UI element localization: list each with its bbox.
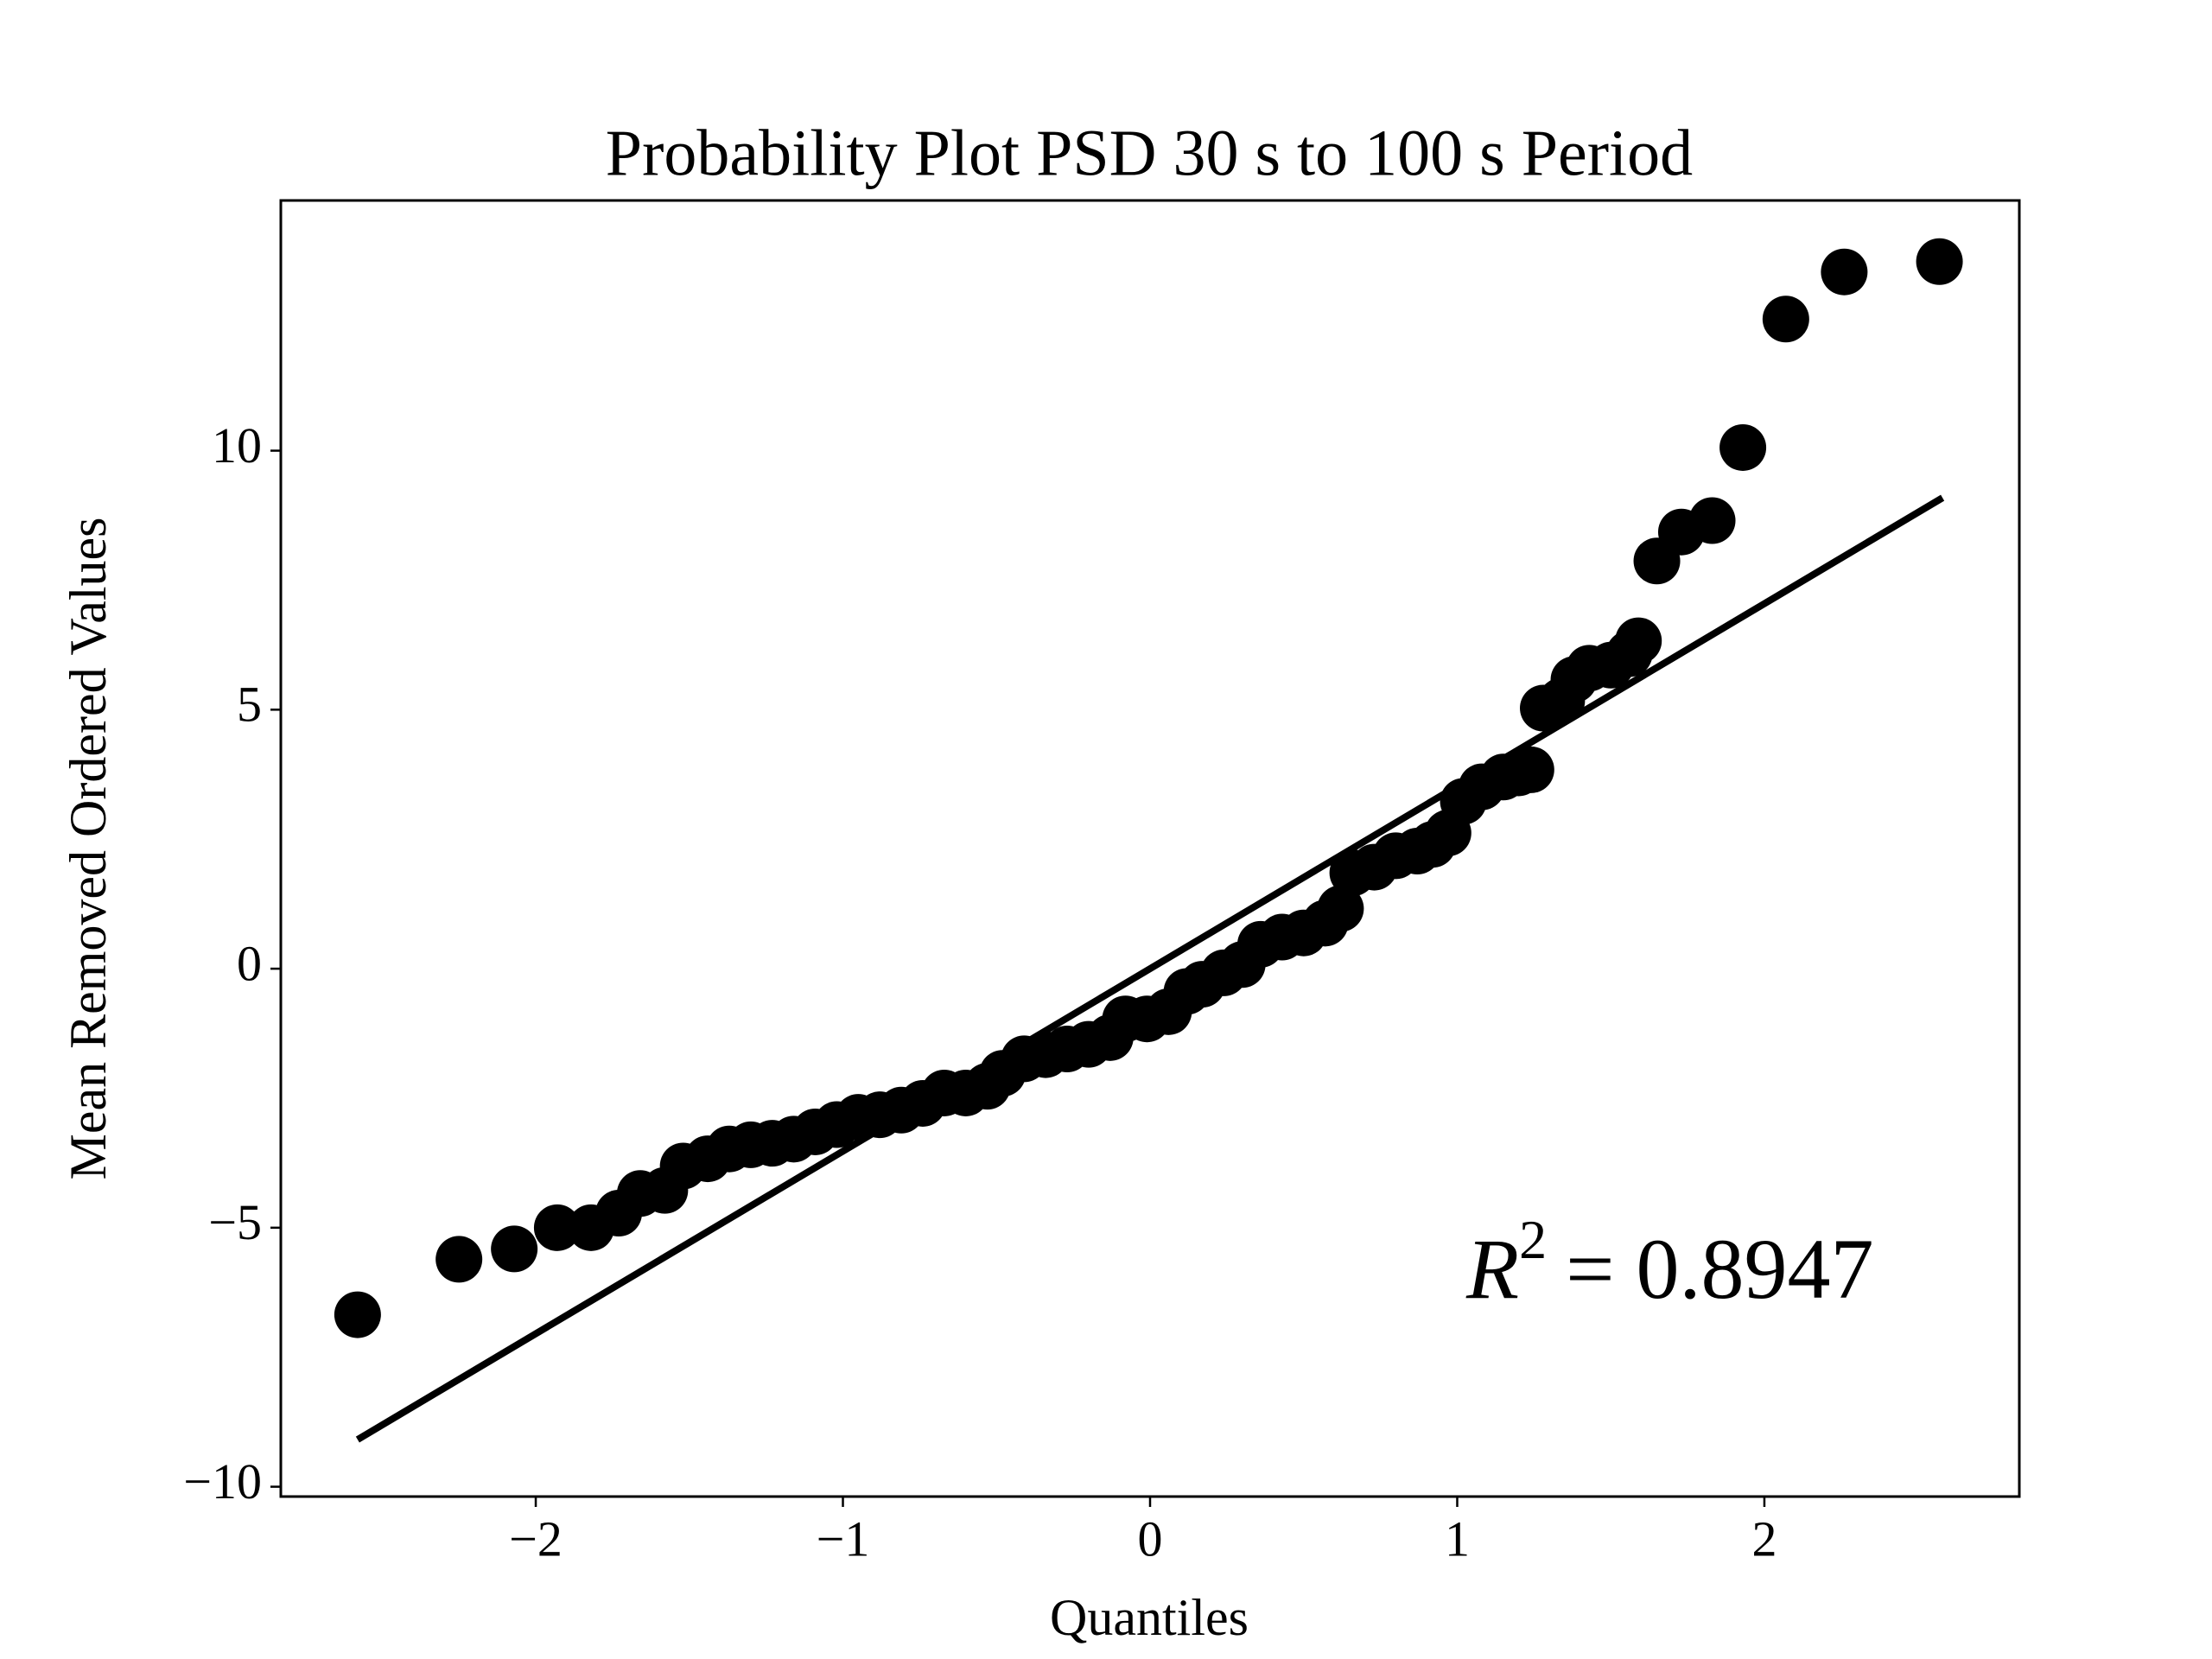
data-point bbox=[1916, 238, 1963, 285]
fit-line bbox=[355, 494, 1945, 1443]
x-tick-label: −2 bbox=[509, 1510, 563, 1567]
data-point bbox=[1762, 296, 1809, 343]
data-point bbox=[435, 1236, 483, 1283]
y-tick-label: 10 bbox=[212, 417, 262, 474]
data-point bbox=[1615, 617, 1662, 664]
data-point bbox=[491, 1225, 538, 1273]
data-point bbox=[1821, 248, 1868, 296]
plot-frame bbox=[279, 199, 2021, 1498]
chart-title: Probability Plot PSD 30 s to 100 s Perio… bbox=[606, 117, 1693, 189]
data-point bbox=[1317, 885, 1364, 932]
annotation-sup: 2 bbox=[1519, 1209, 1547, 1270]
x-tick-label: 2 bbox=[1751, 1510, 1777, 1567]
data-point bbox=[1688, 497, 1736, 544]
y-tick-label: −5 bbox=[208, 1194, 262, 1250]
data-point bbox=[533, 1204, 581, 1251]
x-axis-label: Quantiles bbox=[1050, 1589, 1249, 1646]
x-tick-label: −1 bbox=[817, 1510, 870, 1567]
y-tick-label: 0 bbox=[237, 935, 262, 991]
annotation-base: R bbox=[1465, 1221, 1519, 1317]
y-tick-label: 5 bbox=[237, 677, 262, 733]
data-point bbox=[1719, 423, 1767, 471]
data-point bbox=[1507, 746, 1554, 793]
x-tick-label: 1 bbox=[1445, 1510, 1470, 1567]
y-axis-label: Mean Removed Ordered Values bbox=[60, 518, 117, 1180]
annotation-text: = 0.8947 bbox=[1566, 1221, 1873, 1317]
x-tick-label: 0 bbox=[1138, 1510, 1163, 1567]
data-point bbox=[334, 1291, 381, 1338]
annotation: R2 = 0.8947 bbox=[1465, 1209, 1874, 1317]
y-tick-label: −10 bbox=[183, 1453, 262, 1510]
